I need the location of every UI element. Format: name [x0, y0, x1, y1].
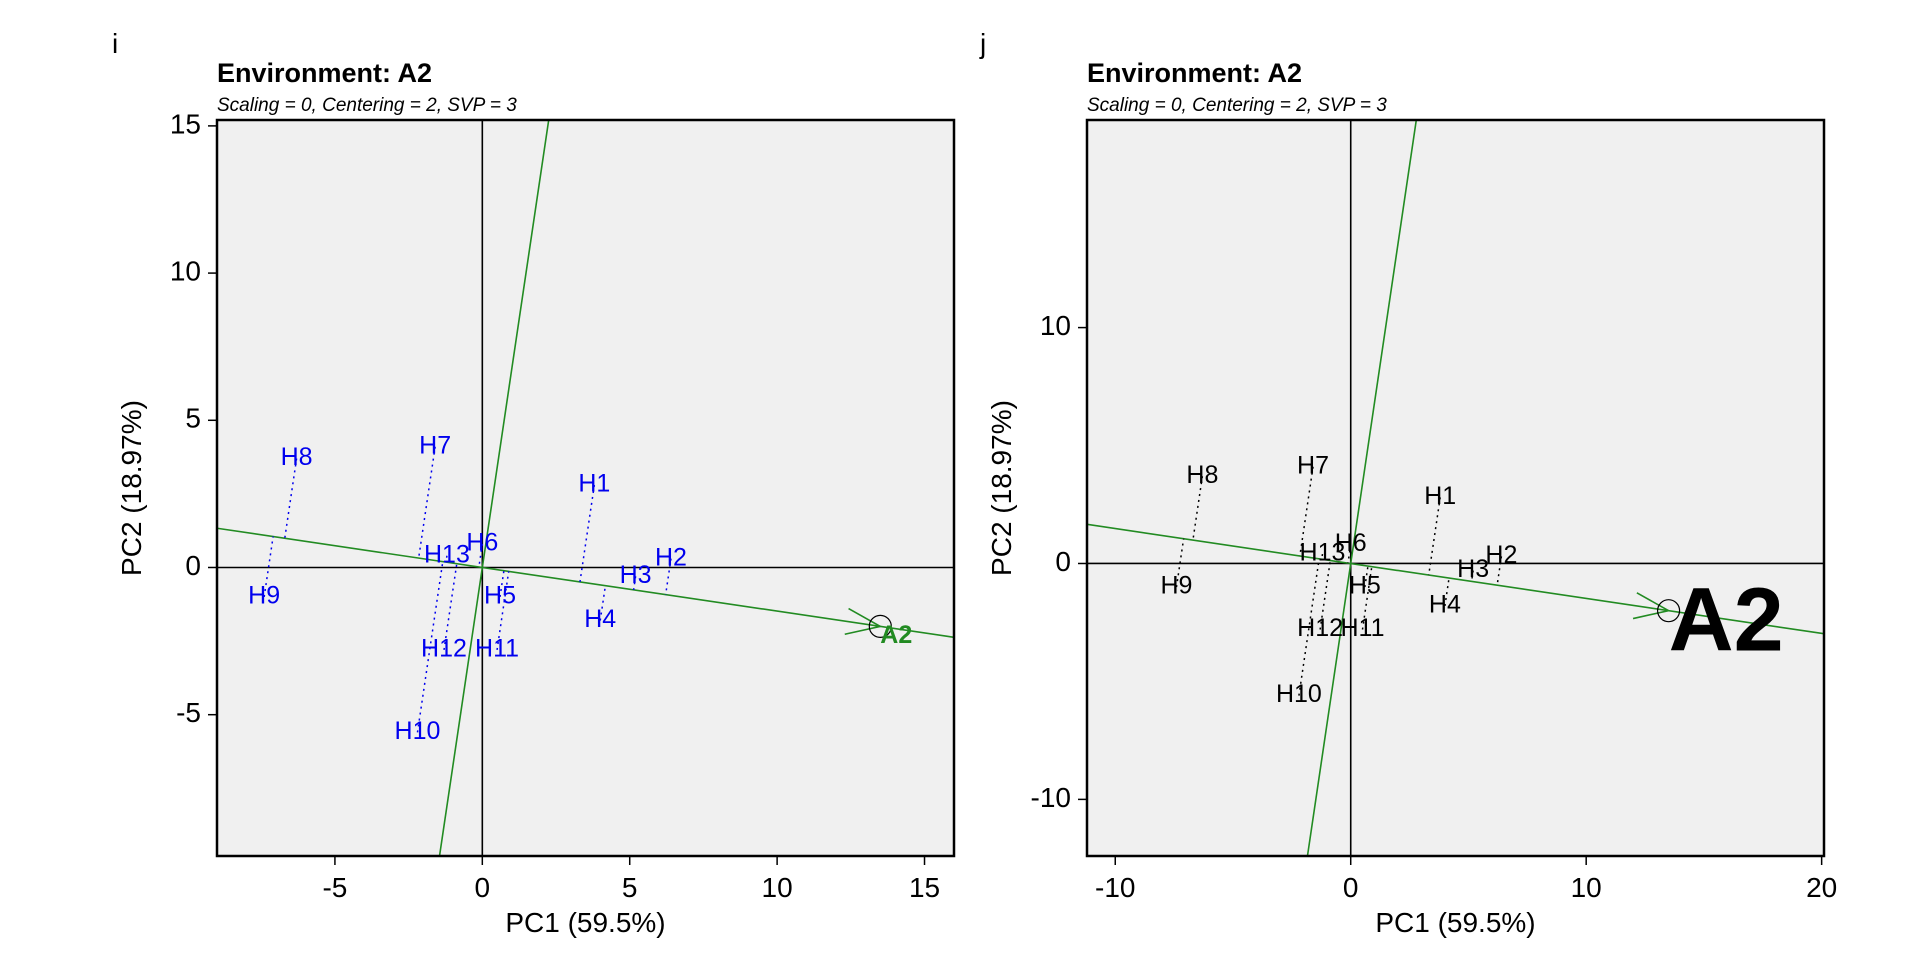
genotype-label: H13 — [1300, 539, 1346, 567]
plot-area — [217, 120, 954, 856]
genotype-label: H2 — [1485, 541, 1517, 569]
y-axis-label: PC2 (18.97%) — [116, 400, 147, 576]
genotype-label: H7 — [1297, 451, 1329, 479]
y-tick-label: 0 — [1055, 546, 1071, 577]
plot-frame — [215, 118, 956, 858]
genotype-label: H1 — [578, 470, 610, 498]
y-tick-label: -10 — [1031, 782, 1071, 813]
panel-letter-i: i — [112, 28, 119, 59]
x-tick-label: 15 — [909, 872, 940, 903]
x-tick-label: 0 — [1343, 872, 1359, 903]
projection-line — [1298, 558, 1320, 696]
plot-title: Environment: A2 — [1087, 58, 1302, 88]
genotype-label: H9 — [248, 582, 280, 610]
x-tick-label: 20 — [1806, 872, 1837, 903]
projection-line — [579, 484, 596, 583]
projection-line — [496, 571, 510, 651]
genotype-label: H3 — [620, 561, 652, 589]
genotype-label: H13 — [424, 540, 470, 568]
environment-label: A2 — [880, 621, 912, 649]
environment-axis-line — [217, 527, 954, 639]
y-tick-label: -5 — [176, 697, 201, 728]
projection-line — [417, 446, 436, 559]
biplot-panel-j: Environment: A2 Scaling = 0, Centering = … — [986, 58, 1837, 938]
genotype-label: H11 — [1340, 614, 1384, 642]
genotype-label: H6 — [1335, 529, 1367, 557]
plot-area — [1087, 120, 1824, 856]
projection-line — [664, 558, 672, 595]
genotype-label: H4 — [1429, 591, 1461, 619]
genotype-label: H10 — [1276, 680, 1322, 708]
environment-arrow — [844, 607, 883, 636]
genotype-label: H8 — [281, 443, 313, 471]
projection-line — [1470, 570, 1474, 582]
environment-label: A2 — [1669, 571, 1784, 671]
projection-line — [1496, 556, 1503, 586]
projection-line — [445, 555, 448, 563]
x-tick-label: 0 — [475, 872, 491, 903]
genotype-label: H1 — [1424, 482, 1456, 510]
y-tick-label: 5 — [185, 403, 201, 434]
plot-title: Environment: A2 — [217, 58, 432, 88]
genotype-label: H2 — [655, 543, 687, 571]
environment-marker — [868, 614, 892, 638]
genotype-label: H5 — [484, 582, 516, 610]
genotype-label: H9 — [1160, 572, 1192, 600]
x-axis-label: PC1 (59.5%) — [505, 907, 665, 938]
plot-inner — [1087, 120, 1824, 856]
x-tick-label: 5 — [622, 872, 638, 903]
genotype-label: H10 — [395, 717, 441, 745]
projection-line — [499, 570, 505, 598]
x-tick-label: -10 — [1095, 872, 1135, 903]
projection-line — [1175, 538, 1185, 588]
perpendicular-axis-line — [438, 120, 550, 856]
projection-line — [1427, 497, 1441, 576]
plot-frame — [1085, 118, 1826, 858]
y-tick-label: 0 — [185, 550, 201, 581]
environment-axis-line — [1087, 523, 1824, 635]
projection-line — [443, 563, 458, 651]
y-axis-label: PC2 (18.97%) — [986, 400, 1017, 576]
environment-marker — [1656, 599, 1681, 623]
x-axis-label: PC1 (59.5%) — [1375, 907, 1535, 938]
genotype-label: H8 — [1186, 461, 1218, 489]
projection-line — [478, 543, 484, 568]
genotype-label: H12 — [1297, 614, 1343, 642]
projection-line — [284, 458, 298, 539]
projection-line — [1361, 566, 1373, 630]
biplot-panel-i: Environment: A2 Scaling = 0, Centering = … — [116, 58, 956, 938]
x-tick-label: 10 — [1571, 872, 1602, 903]
y-tick-label: 10 — [1040, 310, 1071, 341]
projection-line — [632, 576, 637, 590]
genotype-label: H4 — [584, 605, 616, 633]
plot-inner — [217, 120, 954, 856]
plot-subtitle: Scaling = 0, Centering = 2, SVP = 3 — [1087, 95, 1387, 116]
y-tick-label: 15 — [170, 108, 201, 139]
genotype-label: H6 — [466, 529, 498, 557]
projection-line — [1320, 553, 1324, 560]
plot-subtitle: Scaling = 0, Centering = 2, SVP = 3 — [217, 95, 517, 116]
y-tick-label: 10 — [170, 255, 201, 286]
panel-letter-j: j — [980, 28, 987, 59]
projection-line — [263, 536, 274, 598]
genotype-label: H3 — [1457, 555, 1489, 583]
perpendicular-axis-line — [1306, 120, 1418, 856]
environment-arrow — [1632, 592, 1671, 620]
x-tick-label: -5 — [322, 872, 347, 903]
genotype-label: H5 — [1349, 572, 1381, 600]
genotype-label: H7 — [419, 431, 451, 459]
x-tick-label: 10 — [762, 872, 793, 903]
genotype-label: H12 — [421, 635, 467, 663]
genotype-label: H11 — [475, 635, 519, 663]
